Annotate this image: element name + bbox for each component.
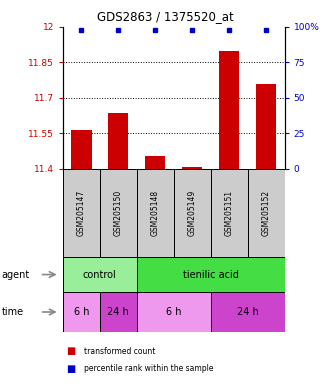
Text: GSM205151: GSM205151 (225, 190, 234, 236)
Bar (71, 130, 92, 169)
Bar (211, 292, 285, 332)
Text: GSM205148: GSM205148 (151, 190, 160, 236)
Text: control: control (83, 270, 117, 280)
Bar (145, 156, 166, 169)
Text: 6 h: 6 h (73, 307, 89, 317)
Bar (248, 169, 285, 257)
Bar (137, 257, 285, 292)
Bar (219, 51, 239, 169)
Text: GSM205149: GSM205149 (188, 190, 197, 236)
Text: percentile rank within the sample: percentile rank within the sample (84, 364, 214, 373)
Text: ■: ■ (66, 364, 75, 374)
Bar (137, 169, 174, 257)
Bar (63, 292, 100, 332)
Bar (256, 84, 276, 169)
Bar (211, 169, 248, 257)
Text: agent: agent (2, 270, 30, 280)
Text: transformed count: transformed count (84, 347, 156, 356)
Text: 24 h: 24 h (237, 307, 259, 317)
Text: GDS2863 / 1375520_at: GDS2863 / 1375520_at (97, 10, 234, 23)
Bar (63, 169, 100, 257)
Bar (182, 167, 203, 169)
Text: ■: ■ (66, 346, 75, 356)
Text: time: time (2, 307, 24, 317)
Bar (63, 257, 137, 292)
Bar (108, 113, 128, 169)
Bar (137, 292, 211, 332)
Bar (100, 292, 137, 332)
Bar (174, 169, 211, 257)
Text: GSM205152: GSM205152 (262, 190, 271, 236)
Text: GSM205147: GSM205147 (77, 190, 86, 236)
Text: 6 h: 6 h (166, 307, 181, 317)
Bar (100, 169, 137, 257)
Text: 24 h: 24 h (108, 307, 129, 317)
Text: tienilic acid: tienilic acid (183, 270, 239, 280)
Text: GSM205150: GSM205150 (114, 190, 123, 236)
